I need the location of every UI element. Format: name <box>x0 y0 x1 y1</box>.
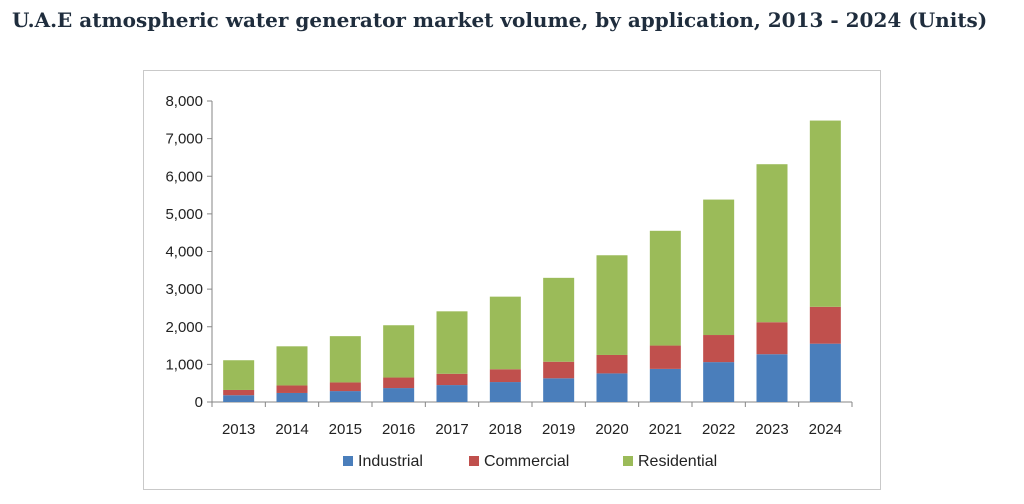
x-tick-label: 2013 <box>222 421 255 438</box>
y-tick-label: 8,000 <box>165 93 203 110</box>
x-tick-label: 2022 <box>702 421 735 438</box>
bar-commercial-2015 <box>329 382 361 392</box>
y-tick-label: 7,000 <box>165 131 203 148</box>
bar-industrial-2023 <box>756 354 788 402</box>
bar-commercial-2020 <box>596 354 628 374</box>
bar-industrial-2016 <box>383 388 415 402</box>
legend-label-industrial: Industrial <box>358 453 423 470</box>
x-tick-label: 2019 <box>542 421 575 438</box>
bar-commercial-2021 <box>649 345 681 369</box>
bar-industrial-2014 <box>276 392 308 402</box>
y-tick-label: 4,000 <box>165 244 203 261</box>
chart-title: U.A.E atmospheric water generator market… <box>12 8 988 32</box>
bar-residential-2013 <box>223 360 255 390</box>
bar-commercial-2018 <box>489 369 521 383</box>
bar-residential-2019 <box>543 277 575 362</box>
legend-swatch-industrial <box>343 456 353 466</box>
x-tick-label: 2014 <box>275 421 308 438</box>
bar-residential-2017 <box>436 311 468 374</box>
bar-commercial-2016 <box>383 377 415 389</box>
legend-label-residential: Residential <box>638 453 717 470</box>
bar-commercial-2023 <box>756 322 788 355</box>
x-tick-label: 2018 <box>489 421 522 438</box>
bar-industrial-2024 <box>809 343 841 402</box>
x-tick-label: 2017 <box>435 421 468 438</box>
bar-commercial-2017 <box>436 373 468 386</box>
y-tick-labels: 0 1,000 2,000 3,000 4,000 5,000 6,000 7,000 8,00… <box>165 93 203 411</box>
axes <box>207 100 853 407</box>
x-tick-labels: 2013 2014 2015 2016 2017 2018 2019 2020 2021 2022… <box>222 421 842 438</box>
legend-swatch-residential <box>623 456 633 466</box>
bar-residential-2018 <box>489 296 521 370</box>
y-tick-label: 2,000 <box>165 319 203 336</box>
x-tick-label: 2024 <box>809 421 842 438</box>
y-tick-label: 5,000 <box>165 206 203 223</box>
bar-residential-2023 <box>756 164 788 323</box>
bar-industrial-2020 <box>596 373 628 402</box>
bar-commercial-2014 <box>276 385 308 393</box>
bar-industrial-2017 <box>436 385 468 402</box>
bar-industrial-2013 <box>223 395 255 402</box>
bars <box>223 120 841 402</box>
x-tick-label: 2023 <box>755 421 788 438</box>
bar-industrial-2015 <box>329 391 361 402</box>
x-tick-label: 2021 <box>649 421 682 438</box>
bar-residential-2016 <box>383 325 415 378</box>
y-tick-label: 1,000 <box>165 356 203 373</box>
bar-industrial-2019 <box>543 378 575 402</box>
bar-residential-2021 <box>649 230 681 346</box>
bar-residential-2015 <box>329 336 361 383</box>
bar-residential-2014 <box>276 346 308 386</box>
bar-commercial-2022 <box>703 335 735 363</box>
legend-label-commercial: Commercial <box>484 453 569 470</box>
x-tick-label: 2016 <box>382 421 415 438</box>
y-tick-label: 3,000 <box>165 281 203 298</box>
bar-commercial-2019 <box>543 361 575 379</box>
legend: Industrial Commercial Residential <box>343 453 717 470</box>
bar-residential-2024 <box>809 120 841 307</box>
bar-industrial-2018 <box>489 382 521 402</box>
bar-residential-2020 <box>596 255 628 355</box>
y-tick-label: 6,000 <box>165 168 203 185</box>
x-tick-label: 2020 <box>595 421 628 438</box>
bar-commercial-2013 <box>223 389 255 396</box>
y-tick-label: 0 <box>195 394 203 411</box>
bar-industrial-2021 <box>649 368 681 402</box>
bar-industrial-2022 <box>703 362 735 402</box>
x-tick-label: 2015 <box>329 421 362 438</box>
bar-residential-2022 <box>703 199 735 336</box>
bar-commercial-2024 <box>809 306 841 344</box>
legend-swatch-commercial <box>469 456 479 466</box>
